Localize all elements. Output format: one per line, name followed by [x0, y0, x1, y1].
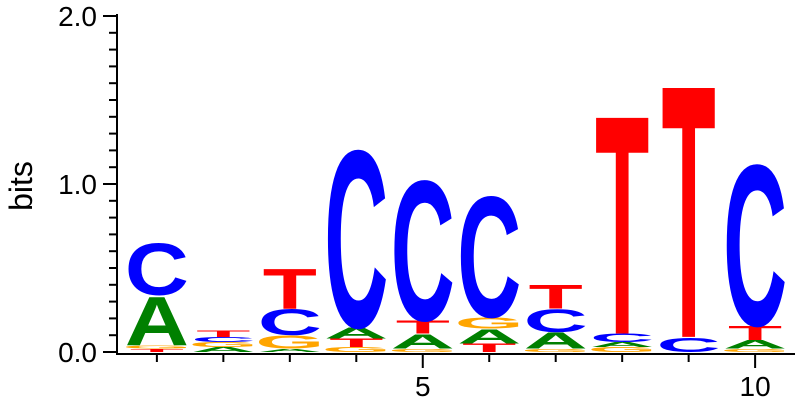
y-ticks: 0.0 1.0 2.0 [58, 1, 117, 368]
logo-letter-t: T [529, 277, 583, 316]
x-tick-label: 5 [415, 371, 431, 402]
x-tick-label: 10 [740, 371, 771, 402]
y-tick-label: 0.0 [58, 337, 97, 368]
logo-letter-c: C [125, 229, 189, 311]
logo-letter-t: T [662, 10, 716, 404]
x-ticks: 5 10 [157, 354, 771, 402]
logo-letter-t: T [595, 50, 649, 400]
logo-letter-c: C [324, 99, 388, 382]
y-tick-label: 1.0 [58, 169, 97, 200]
logo-letter-c: C [391, 139, 455, 363]
logo-letter-c: C [723, 117, 787, 374]
logo-letter-c: C [457, 162, 521, 355]
logo-letter-t: T [196, 329, 250, 339]
y-tick-label: 2.0 [58, 1, 97, 32]
y-axis-title: bits [3, 161, 39, 211]
logo-letter-t: T [263, 256, 317, 321]
